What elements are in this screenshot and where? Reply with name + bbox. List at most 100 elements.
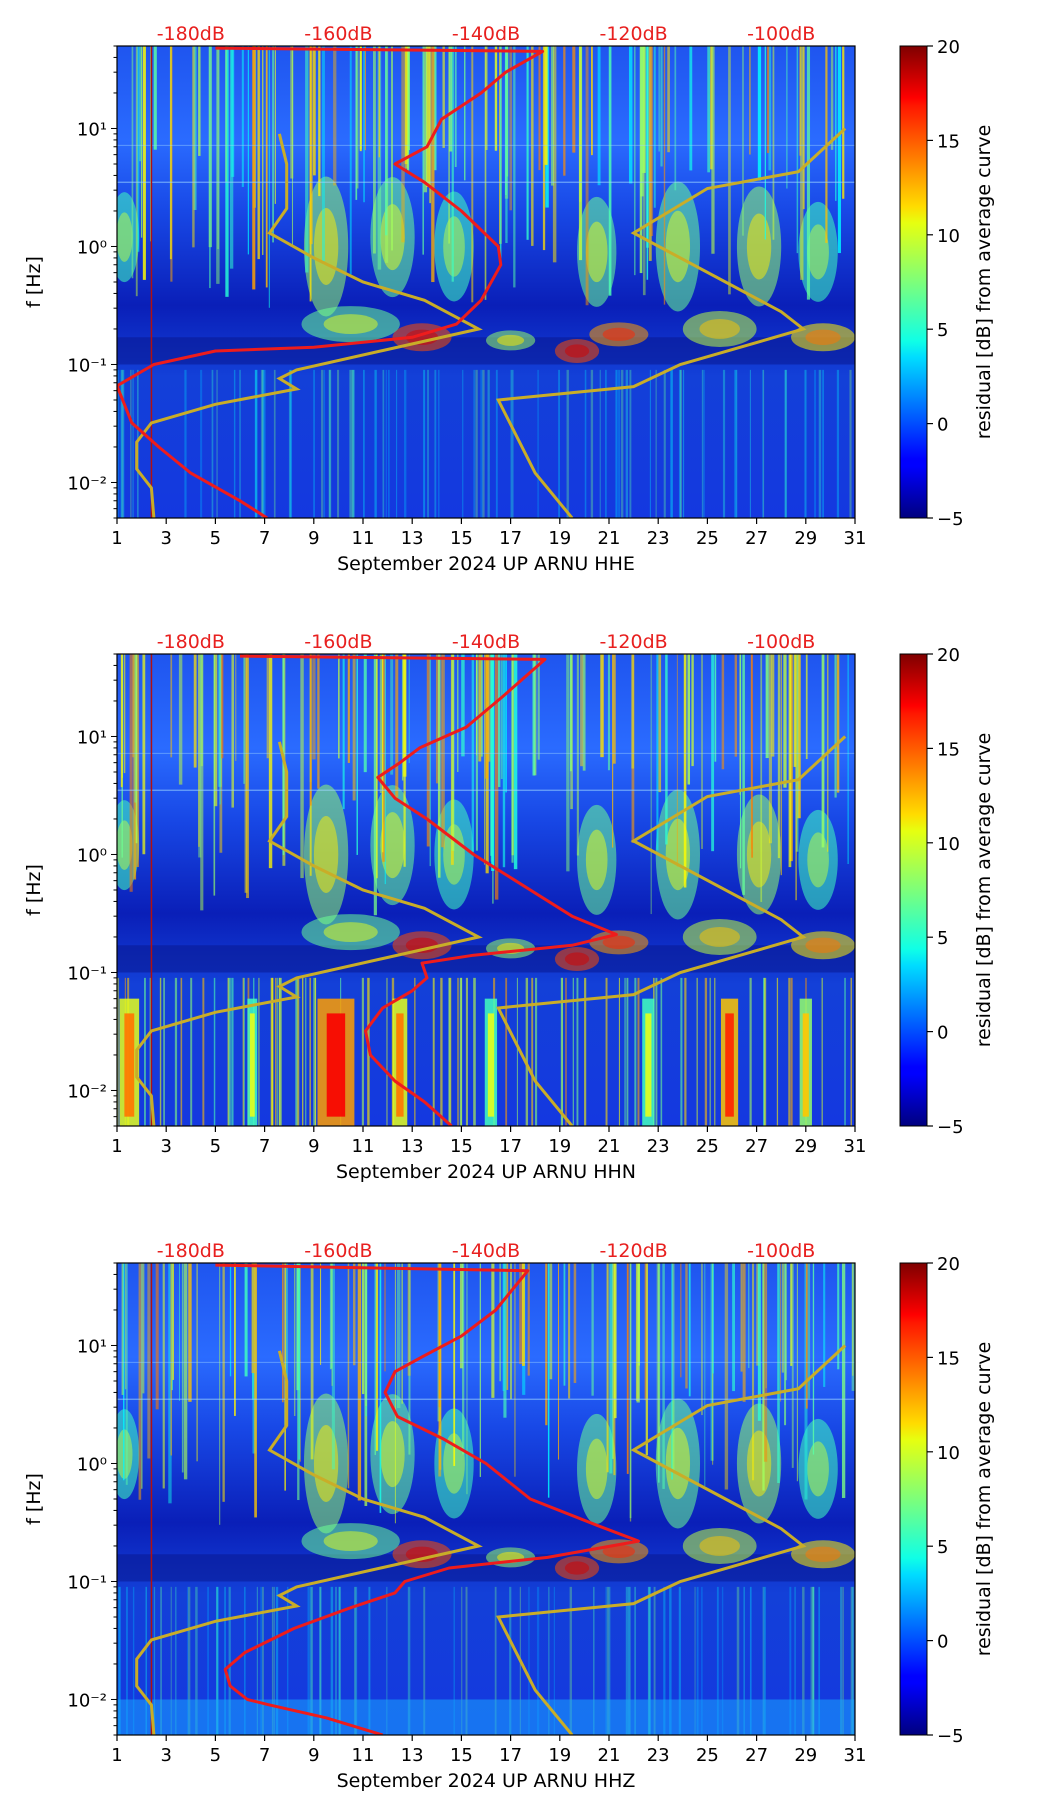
transient-streak xyxy=(247,46,249,255)
colorbar-tick-label: 0 xyxy=(937,1632,948,1653)
lowfreq-streak xyxy=(117,369,120,518)
top-db-label: -160dB xyxy=(304,1240,372,1262)
transient-streak xyxy=(683,654,687,888)
colorbar-tick-label: 20 xyxy=(937,1254,960,1275)
lowfreq-streak xyxy=(618,369,621,518)
transient-streak xyxy=(721,654,725,770)
lowfreq-streak xyxy=(637,977,640,1126)
lowfreq-streak xyxy=(553,1586,555,1735)
x-tick-label: 25 xyxy=(696,1136,719,1157)
lowfreq-streak xyxy=(714,977,716,1126)
lowfreq-streak xyxy=(480,369,483,518)
y-tick-label: 10⁰ xyxy=(77,237,107,258)
energy-patch-core xyxy=(117,212,133,262)
transient-streak xyxy=(728,46,731,295)
transient-streak xyxy=(796,46,799,254)
transient-streak xyxy=(379,654,384,794)
lowfreq-streak xyxy=(432,977,435,1126)
y-tick-label: 10⁻² xyxy=(67,473,107,494)
transient-streak xyxy=(851,1263,855,1391)
transient-streak xyxy=(491,1263,495,1398)
transient-streak xyxy=(502,654,506,868)
x-tick-label: 29 xyxy=(794,1136,817,1157)
transient-streak xyxy=(784,1263,787,1426)
transient-streak xyxy=(198,654,202,858)
transient-streak xyxy=(252,46,256,290)
transient-streak xyxy=(724,1263,729,1490)
transient-streak xyxy=(740,1263,743,1372)
energy-patch-core xyxy=(602,327,636,341)
energy-patch-core xyxy=(323,314,378,334)
energy-patch-core xyxy=(746,213,772,280)
transient-streak xyxy=(376,654,378,879)
lowfreq-streak xyxy=(626,977,629,1126)
transient-streak xyxy=(506,1263,509,1390)
lowfreq-streak xyxy=(159,977,162,1126)
transient-streak xyxy=(795,654,797,901)
lowfreq-streak xyxy=(634,1586,637,1735)
colorbar-tick-label: 0 xyxy=(937,415,948,436)
lowfreq-burst-core xyxy=(487,1013,494,1117)
transient-streak xyxy=(142,46,146,280)
transient-streak xyxy=(502,1263,505,1392)
lowfreq-streak xyxy=(605,369,607,518)
lowfreq-streak xyxy=(505,977,508,1126)
transient-streak xyxy=(710,1263,714,1461)
transient-streak xyxy=(433,46,437,171)
transient-streak xyxy=(757,1263,761,1421)
transient-streak xyxy=(192,46,195,248)
transient-streak xyxy=(805,654,808,760)
transient-streak xyxy=(582,654,586,771)
x-tick-label: 23 xyxy=(647,1136,670,1157)
transient-streak xyxy=(147,1263,151,1459)
lowfreq-streak xyxy=(465,1586,468,1735)
colorbar-label: residual [dB] from average curve xyxy=(973,733,995,1048)
transient-streak xyxy=(491,654,495,871)
transient-streak xyxy=(688,1263,691,1397)
lowfreq-streak xyxy=(605,1586,607,1735)
transient-streak xyxy=(580,654,584,767)
transient-streak xyxy=(142,1263,145,1394)
lowfreq-streak xyxy=(821,977,823,1126)
top-db-label: -180dB xyxy=(157,631,225,653)
transient-streak xyxy=(244,1263,248,1377)
transient-streak xyxy=(457,654,459,772)
lowfreq-streak xyxy=(462,369,464,518)
x-tick-label: 31 xyxy=(844,528,867,549)
transient-streak xyxy=(385,46,389,263)
transient-streak xyxy=(796,1263,798,1482)
transient-streak xyxy=(841,1263,846,1498)
energy-patch-core xyxy=(497,334,525,346)
lowfreq-streak xyxy=(647,1586,651,1735)
transient-streak xyxy=(262,46,264,255)
transient-streak xyxy=(305,46,309,273)
lowfreq-streak xyxy=(273,369,276,518)
lowfreq-streak xyxy=(337,369,340,518)
x-tick-label: 25 xyxy=(696,528,719,549)
transient-streak xyxy=(749,46,751,155)
transient-streak xyxy=(363,654,367,773)
transient-streak xyxy=(765,654,769,759)
transient-streak xyxy=(291,46,294,246)
lowfreq-streak xyxy=(132,369,134,518)
lowfreq-burst-core xyxy=(249,1013,255,1117)
transient-streak xyxy=(500,654,503,780)
transient-streak xyxy=(183,1263,188,1480)
transient-streak xyxy=(629,1263,632,1519)
x-tick-label: 7 xyxy=(259,528,270,549)
transient-streak xyxy=(545,1263,548,1426)
colorbar xyxy=(899,653,928,1127)
energy-patch-core xyxy=(602,935,636,949)
transient-streak xyxy=(608,46,612,296)
transient-streak xyxy=(464,46,466,181)
lowfreq-streak xyxy=(749,977,752,1126)
x-tick-label: 3 xyxy=(160,1745,171,1766)
transient-streak xyxy=(742,1263,746,1402)
transient-streak xyxy=(170,46,173,282)
transient-streak xyxy=(196,1263,198,1462)
transient-streak xyxy=(124,1263,127,1390)
transient-streak xyxy=(429,46,431,204)
bottom-band xyxy=(117,1699,855,1735)
lowfreq-streak xyxy=(475,369,478,518)
transient-streak xyxy=(785,1263,787,1381)
